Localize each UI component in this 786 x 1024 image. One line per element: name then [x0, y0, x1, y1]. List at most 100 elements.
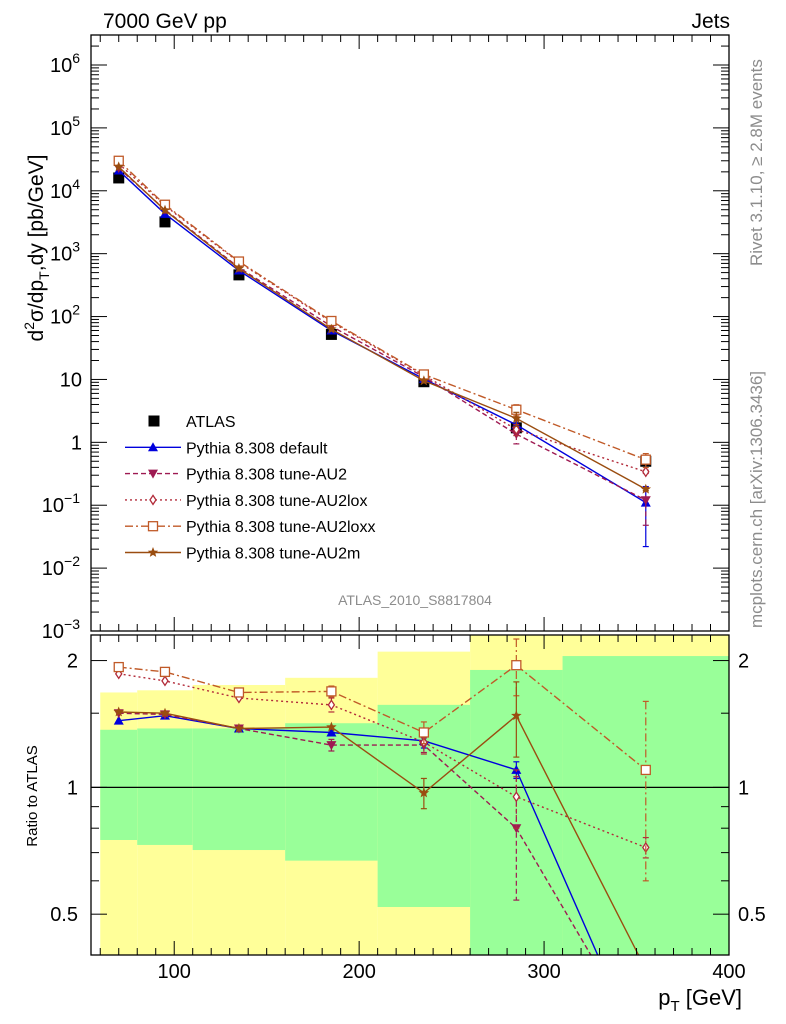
ratio-series-marker: [418, 727, 430, 738]
series-marker: [113, 161, 124, 172]
ratio-plot-frame: [90, 634, 730, 956]
mcplots-label: mcplots.cern.ch [arXiv:1306.3436]: [747, 371, 766, 628]
series-marker: [640, 483, 651, 494]
y-tick-label-exponent: −3: [64, 616, 80, 632]
legend-label: Pythia 8.308 tune-AU2loxx: [186, 519, 375, 536]
x-tick-label: 200: [342, 961, 375, 983]
series-marker: [640, 496, 651, 506]
y-tick-label: 1: [71, 432, 82, 454]
legend-marker: [147, 521, 159, 532]
ratio-series-marker: [233, 723, 245, 733]
main-plot-frame: [90, 34, 730, 632]
y-tick-label-mantissa: 10: [50, 181, 72, 203]
ratio-y-tick-label-left: 0.5: [50, 904, 78, 926]
y-tick-label-mantissa: 10: [50, 307, 72, 329]
legend-label: Pythia 8.308 tune-AU2lox: [186, 493, 367, 510]
x-axis-label: pT [GeV]: [658, 985, 742, 1015]
y-tick-label-mantissa: 10: [50, 244, 72, 266]
series-0: [113, 165, 651, 548]
ratio-y-tick-label-right: 1: [738, 777, 749, 799]
ratio-series-marker: [641, 964, 651, 974]
ratio-y-tick-label-right: 0.5: [738, 904, 766, 926]
ratio-series-marker: [159, 666, 171, 678]
ylabel-part-b: σ/dp: [25, 280, 48, 322]
series-marker: [418, 375, 430, 386]
legend-entry: Pythia 8.308 tune-AU2loxx: [125, 519, 375, 536]
xlabel-part-sub: T: [670, 998, 679, 1015]
series-marker: [642, 466, 650, 478]
ratio-series-marker: [512, 791, 521, 803]
legend-entry: Pythia 8.308 tune-AU2lox: [125, 493, 367, 510]
xlabel-part-a: p: [658, 985, 670, 1010]
y-tick-label-exponent: 3: [72, 239, 80, 255]
legend-entry: Pythia 8.308 default: [125, 440, 328, 457]
legend: ATLAS Pythia 8.308 default Pythia 8.308 tu…: [125, 414, 375, 563]
ratio-y-tick-label-left: 2: [67, 651, 78, 673]
y-tick-label-exponent: 6: [72, 50, 80, 66]
ratio-band-green: [100, 729, 138, 841]
legend-marker: [149, 494, 157, 506]
series-marker: [326, 323, 337, 334]
y-tick-label: 105: [50, 113, 80, 140]
y-tick-label: 10: [60, 369, 82, 391]
ratio-series-marker: [640, 764, 651, 776]
y-tick-label: 104: [50, 176, 80, 203]
xlabel-part-b: [GeV]: [680, 985, 742, 1010]
y-tick-label-exponent: 4: [72, 176, 80, 192]
ratio-series-marker: [511, 660, 522, 671]
series-marker: [159, 204, 171, 215]
ylabel-part-c: ,dy [pb/GeV]: [25, 155, 48, 272]
y-tick-label-exponent: −1: [64, 490, 80, 506]
legend-marker-atlas: [148, 415, 160, 427]
y-tick-label-exponent: 5: [72, 113, 80, 129]
y-tick-label: 103: [50, 239, 80, 266]
ylabel-part-sup: 2: [21, 322, 37, 330]
atlas-data-point: [113, 172, 125, 184]
ratio-series-marker: [418, 787, 430, 798]
x-tick-label: 100: [158, 961, 191, 983]
ratio-bands: [100, 635, 729, 955]
ratio-series-marker: [511, 710, 522, 721]
y-tick-label-mantissa: 10: [60, 369, 82, 391]
y-tick-label: 10−3: [42, 616, 80, 643]
y-tick-label: 106: [50, 50, 80, 77]
ylabel-part-sub: T: [36, 271, 52, 280]
y-tick-label: 10−2: [42, 553, 80, 580]
y-tick-label-mantissa: 10: [42, 621, 64, 643]
x-tick-label: 400: [712, 961, 745, 983]
legend-entry: Pythia 8.308 tune-AU2m: [125, 546, 360, 563]
ratio-band-green: [192, 728, 286, 851]
analysis-id-label: ATLAS_2010_S8817804: [338, 592, 492, 608]
atlas-data-point: [159, 216, 171, 228]
ratio-series-3: [113, 638, 651, 882]
series-marker: [511, 412, 522, 423]
series-marker: [233, 263, 245, 273]
y-tick-label-mantissa: 10: [50, 118, 72, 140]
legend-label: Pythia 8.308 default: [186, 440, 328, 457]
y-tick-label-mantissa: 10: [50, 55, 72, 77]
ratio-y-axis-label: Ratio to ATLAS: [24, 745, 41, 846]
y-tick-label-exponent: −2: [64, 553, 80, 569]
ratio-series-marker: [113, 661, 124, 673]
legend-marker: [148, 442, 158, 452]
ratio-series-marker: [326, 721, 337, 732]
ratio-series-marker: [159, 707, 171, 718]
rivet-version-label: Rivet 3.1.10, ≥ 2.8M events: [747, 59, 766, 266]
ratio-band-green: [137, 728, 193, 845]
legend-label: Pythia 8.308 tune-AU2: [186, 467, 347, 484]
legend-label: ATLAS: [186, 414, 236, 431]
legend-marker: [147, 547, 159, 557]
header-left-text: 7000 GeV pp: [103, 10, 227, 33]
x-tick-label: 300: [527, 961, 560, 983]
header-right-text: Jets: [691, 10, 730, 33]
atlas-data-point: [233, 269, 245, 281]
ylabel-part-a: d: [25, 330, 48, 342]
ratio-series-marker: [233, 687, 245, 698]
ratio-y-tick-label-left: 1: [67, 777, 78, 799]
y-tick-label: 10−1: [42, 490, 80, 517]
y-tick-label-mantissa: 1: [71, 432, 82, 454]
y-tick-label-mantissa: 10: [42, 558, 64, 580]
main-y-axis-label: d2σ/dpT,dy [pb/GeV]: [21, 155, 52, 342]
